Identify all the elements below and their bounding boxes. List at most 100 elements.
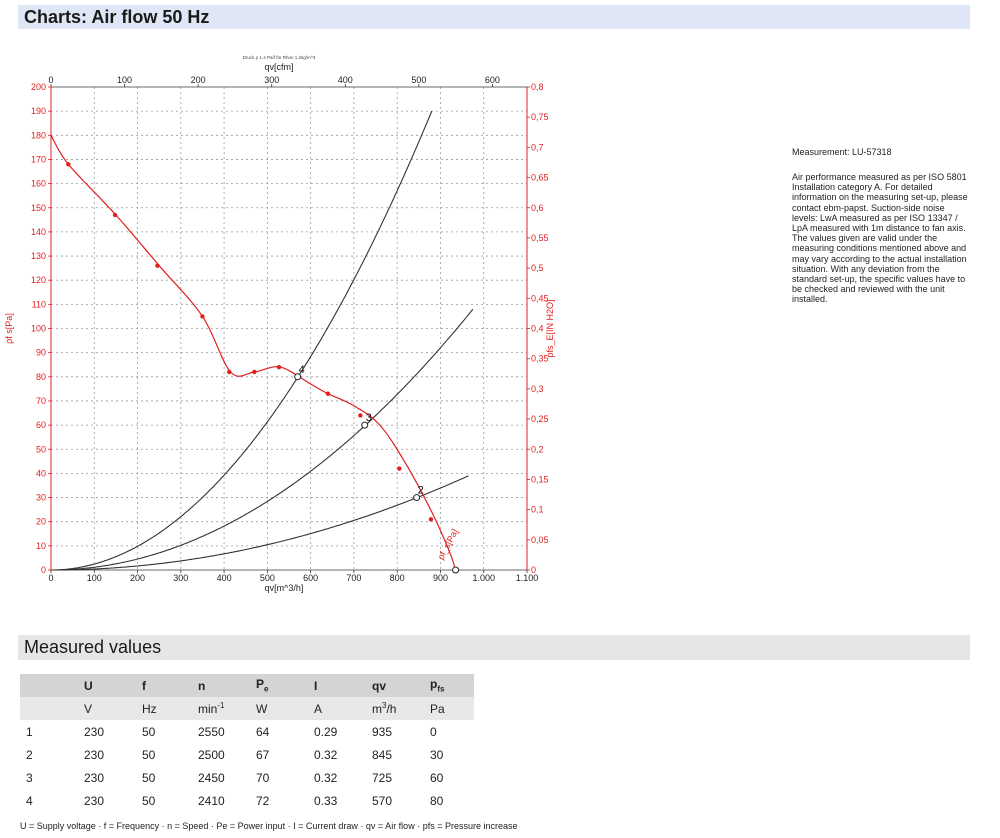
table-cell: 50 [136,743,192,766]
operating-point-marker [361,421,369,429]
x2-tick-label: 500 [411,75,426,85]
operating-point-marker [452,566,460,574]
y2-tick-label: 0,3 [531,384,544,394]
x2-tick-label: 0 [48,75,53,85]
fan-curve-marker [428,517,434,522]
unit-cell [20,697,78,720]
table-cell: 3 [20,766,78,789]
y-tick-label: 10 [36,541,46,551]
fan-curve-marker [325,391,331,396]
x-tick-label: 300 [173,573,188,583]
x-tick-label: 900 [433,573,448,583]
y2-tick-label: 0,45 [531,293,549,303]
y2-tick-label: 0,6 [531,203,544,213]
unit-cell: Hz [136,697,192,720]
operating-point-marker [413,494,421,502]
table-row: 2 230 50 2500 67 0.32 845 30 [20,743,474,766]
table-header-row: U f n Pe I qv pfs [20,674,474,697]
measurement-description: Air performance measured as per ISO 5801… [792,172,968,305]
table-cell: 0 [424,720,474,743]
fan-curve-marker [252,369,257,375]
y2-tick-label: 0,5 [531,263,544,273]
x2-tick-label: 100 [117,75,132,85]
fan-curve-marker [397,466,402,471]
y-tick-label: 30 [36,493,46,503]
col-header-u: U [78,674,136,697]
table-cell: 2450 [192,766,250,789]
table-cell: 80 [424,789,474,812]
table-cell: 64 [250,720,308,743]
table-cell: 72 [250,789,308,812]
y-axis-label: ρf s[Pa] [4,313,14,344]
table-cell: 0.29 [308,720,366,743]
system-curve-3 [51,308,474,571]
col-header-index [20,674,78,697]
table-cell: 230 [78,720,136,743]
y-tick-label: 20 [36,517,46,527]
col-header-i: I [308,674,366,697]
measured-title: Measured values [24,637,162,657]
table-cell: 0.32 [308,766,366,789]
y2-tick-label: 0,4 [531,324,544,334]
table-cell: 935 [366,720,424,743]
y-tick-label: 130 [31,251,46,261]
y2-tick-label: 0,55 [531,233,549,243]
x-tick-label: 100 [87,573,102,583]
x-tick-label: 1.100 [516,573,539,583]
table-cell: 725 [366,766,424,789]
y2-tick-label: 0,05 [531,535,549,545]
x-tick-label: 600 [303,573,318,583]
table-cell: 0.33 [308,789,366,812]
table-cell: 230 [78,743,136,766]
fan-curve-marker [227,369,232,375]
y2-tick-label: 0,2 [531,444,544,454]
table-row: 4 230 50 2410 72 0.33 570 80 [20,789,474,812]
table-cell: 230 [78,789,136,812]
col-header-qv: qv [366,674,424,697]
x-tick-label: 200 [130,573,145,583]
operating-point-label: 4 [299,364,305,376]
table-cell: 845 [366,743,424,766]
x-tick-label: 400 [217,573,232,583]
operating-point-label: 2 [418,485,424,497]
y-tick-label: 110 [32,299,46,309]
table-row: 1 230 50 2550 64 0.29 935 0 [20,720,474,743]
table-cell: 2410 [192,789,250,812]
y-tick-label: 150 [31,203,46,213]
x2-tick-label: 300 [264,75,279,85]
col-header-pfs: pfs [424,674,474,697]
y-tick-label: 170 [31,154,46,164]
charts-header: Charts: Air flow 50 Hz [18,5,970,29]
x2-axis-label: qv[cfm] [264,62,293,72]
col-header-pe: Pe [250,674,308,697]
table-cell: 1 [20,720,78,743]
unit-cell: m3/h [366,697,424,720]
table-cell: 2550 [192,720,250,743]
table-row: 3 230 50 2450 70 0.32 725 60 [20,766,474,789]
table-cell: 570 [366,789,424,812]
x-axis-label: qv[m^3/h] [265,583,304,593]
operating-point-marker [294,373,302,381]
fan-curve-marker [155,263,160,268]
fan-curve-marker [66,162,71,167]
y2-tick-label: 0,15 [531,474,549,484]
y-tick-label: 200 [31,82,46,92]
fan-curve-line [50,134,457,571]
y-tick-label: 190 [31,106,46,116]
y-tick-label: 0 [41,565,46,575]
table-cell: 70 [250,766,308,789]
y-tick-label: 90 [36,348,46,358]
y2-tick-label: 0,35 [531,354,549,364]
y-tick-label: 100 [31,324,46,334]
system-curve-4 [51,110,433,571]
unit-cell: V [78,697,136,720]
y2-tick-label: 0,75 [531,112,549,122]
y-tick-label: 50 [36,444,46,454]
x-tick-label: 1.000 [472,573,495,583]
table-cell: 50 [136,789,192,812]
y2-tick-label: 0 [531,565,536,575]
x-tick-label: 700 [346,573,361,583]
table-cell: 4 [20,789,78,812]
unit-cell: Pa [424,697,474,720]
charts-title: Charts: Air flow 50 Hz [24,7,210,27]
